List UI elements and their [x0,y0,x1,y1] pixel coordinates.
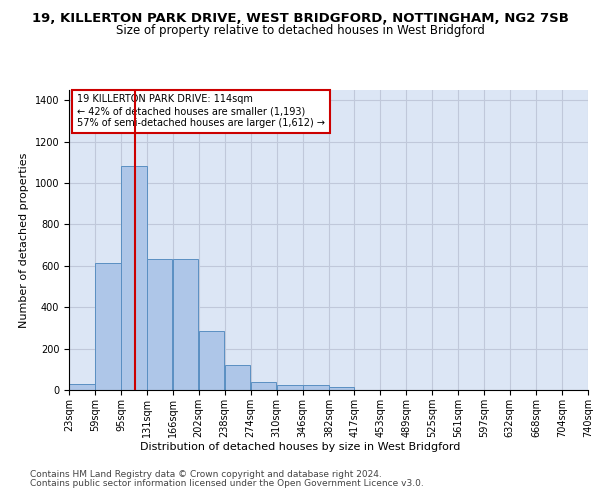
Text: 19 KILLERTON PARK DRIVE: 114sqm
← 42% of detached houses are smaller (1,193)
57%: 19 KILLERTON PARK DRIVE: 114sqm ← 42% of… [77,94,325,128]
Bar [121,166,147,390]
Bar [277,385,302,390]
Bar [95,263,121,390]
Text: Contains HM Land Registry data © Crown copyright and database right 2024.: Contains HM Land Registry data © Crown c… [30,470,382,479]
Y-axis label: Number of detached properties: Number of detached properties [19,152,29,328]
Bar [225,365,250,390]
Bar [69,384,95,390]
Bar [329,387,354,390]
Bar [173,258,199,390]
Bar [251,382,277,390]
Bar [199,331,224,390]
Bar [303,385,329,390]
Text: 19, KILLERTON PARK DRIVE, WEST BRIDGFORD, NOTTINGHAM, NG2 7SB: 19, KILLERTON PARK DRIVE, WEST BRIDGFORD… [32,12,568,26]
Text: Distribution of detached houses by size in West Bridgford: Distribution of detached houses by size … [140,442,460,452]
Bar [148,258,172,390]
Text: Contains public sector information licensed under the Open Government Licence v3: Contains public sector information licen… [30,479,424,488]
Text: Size of property relative to detached houses in West Bridgford: Size of property relative to detached ho… [116,24,484,37]
